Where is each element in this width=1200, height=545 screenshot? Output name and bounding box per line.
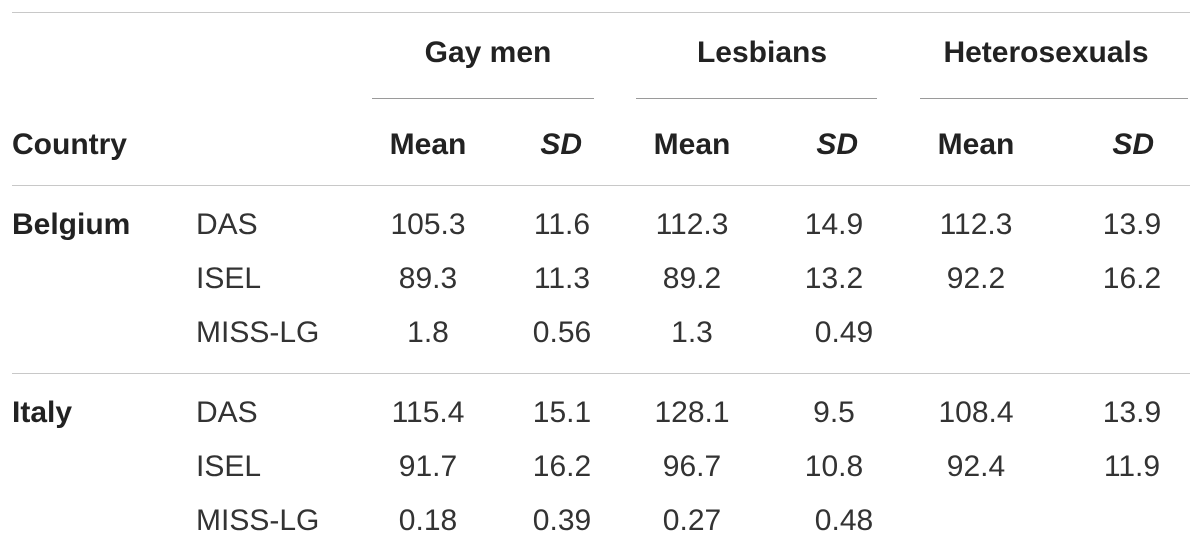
table-cell-value: 112.3 xyxy=(655,208,729,241)
country-label-belgium: Belgium xyxy=(12,208,131,241)
table-cell-value: 16.2 xyxy=(532,450,592,483)
mean-header-gay-men: Mean xyxy=(389,128,467,161)
country-label-italy: Italy xyxy=(12,396,73,429)
table-cell-measure: MISS-LG xyxy=(196,504,320,537)
table-cell-value: 105.3 xyxy=(390,208,466,241)
table-cell-value: 96.7 xyxy=(662,450,722,483)
table-cell-value: 128.1 xyxy=(654,396,730,429)
table-cell-value: 115.4 xyxy=(391,396,465,429)
table-cell-value: 0.18 xyxy=(398,504,458,537)
table-cell-value: 89.3 xyxy=(398,262,458,295)
group-header-heterosexuals: Heterosexuals xyxy=(943,36,1149,69)
table-cell-value: 16.2 xyxy=(1102,262,1162,295)
table-cell-value: 0.49 xyxy=(814,316,874,349)
table-cell-value: 0.27 xyxy=(662,504,722,537)
table-cell-value: 13.9 xyxy=(1102,396,1162,429)
group-rule-gay-men xyxy=(372,98,594,99)
table-cell-value: 1.8 xyxy=(407,316,449,349)
table-cell-value: 1.3 xyxy=(671,316,713,349)
table-cell-measure: ISEL xyxy=(196,450,262,483)
mean-header-lesbians: Mean xyxy=(653,128,731,161)
table-cell-value: 0.48 xyxy=(814,504,874,537)
table-cell-value: 10.8 xyxy=(804,450,864,483)
table-cell-value: 0.39 xyxy=(532,504,592,537)
table-cell-value: 92.4 xyxy=(946,450,1006,483)
table-cell-value: 112.3 xyxy=(939,208,1013,241)
header-bottom-rule xyxy=(12,185,1190,186)
table-cell-value: 11.3 xyxy=(533,262,591,295)
mean-header-heterosexuals: Mean xyxy=(937,128,1015,161)
table-cell-measure: DAS xyxy=(196,396,258,429)
table-cell-measure: MISS-LG xyxy=(196,316,320,349)
table-cell-value: 0.56 xyxy=(532,316,592,349)
group-rule-lesbians xyxy=(636,98,877,99)
table-cell-value: 13.9 xyxy=(1102,208,1162,241)
group-header-lesbians: Lesbians xyxy=(696,36,828,69)
table-cell-measure: DAS xyxy=(196,208,258,241)
table-cell-value: 9.5 xyxy=(813,396,855,429)
table-cell-value: 89.2 xyxy=(662,262,722,295)
table-cell-value: 91.7 xyxy=(398,450,458,483)
table-cell-value: 108.4 xyxy=(938,396,1014,429)
country-separator-rule xyxy=(12,373,1190,374)
table-top-rule xyxy=(12,12,1190,13)
table-cell-value: 13.2 xyxy=(804,262,864,295)
country-header: Country xyxy=(12,128,127,161)
table-cell-value: 11.6 xyxy=(533,208,591,241)
group-rule-heterosexuals xyxy=(920,98,1188,99)
table-cell-value: 15.1 xyxy=(532,396,592,429)
table-cell-value: 14.9 xyxy=(804,208,864,241)
table-cell-measure: ISEL xyxy=(196,262,262,295)
sd-header-heterosexuals: SD xyxy=(1112,128,1154,161)
sd-header-gay-men: SD xyxy=(540,128,582,161)
sd-header-lesbians: SD xyxy=(816,128,858,161)
table-cell-value: 92.2 xyxy=(946,262,1006,295)
table-cell-value: 11.9 xyxy=(1103,450,1161,483)
group-header-gay-men: Gay men xyxy=(424,36,552,69)
